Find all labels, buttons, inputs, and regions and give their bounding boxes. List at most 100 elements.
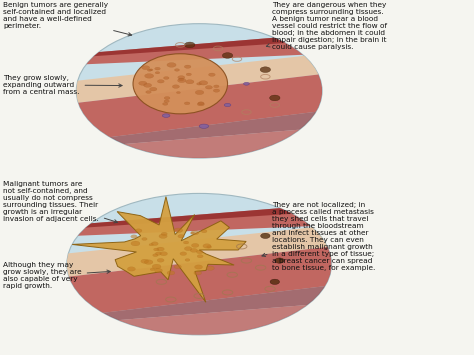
Ellipse shape xyxy=(139,81,147,85)
Ellipse shape xyxy=(183,241,189,244)
Polygon shape xyxy=(76,34,322,58)
Ellipse shape xyxy=(174,69,180,71)
Ellipse shape xyxy=(161,232,167,235)
Text: Malignant tumors are
not self-contained, and
usually do not compress
surrounding: Malignant tumors are not self-contained,… xyxy=(3,181,118,223)
Ellipse shape xyxy=(145,74,154,78)
Ellipse shape xyxy=(159,234,167,239)
Ellipse shape xyxy=(164,100,169,103)
Ellipse shape xyxy=(174,265,182,269)
Ellipse shape xyxy=(180,252,187,256)
Ellipse shape xyxy=(152,264,161,269)
Ellipse shape xyxy=(155,268,163,273)
Ellipse shape xyxy=(222,53,233,58)
Ellipse shape xyxy=(203,244,211,248)
Polygon shape xyxy=(76,74,322,141)
Ellipse shape xyxy=(128,267,136,271)
Ellipse shape xyxy=(184,42,195,48)
Ellipse shape xyxy=(186,73,191,76)
Polygon shape xyxy=(76,111,322,148)
Ellipse shape xyxy=(178,76,185,79)
Polygon shape xyxy=(76,128,322,158)
Ellipse shape xyxy=(213,89,219,92)
Ellipse shape xyxy=(184,65,191,69)
Ellipse shape xyxy=(224,103,231,106)
Ellipse shape xyxy=(197,102,204,106)
Ellipse shape xyxy=(157,80,164,83)
Ellipse shape xyxy=(160,252,167,256)
Ellipse shape xyxy=(135,229,142,233)
Ellipse shape xyxy=(206,266,214,271)
Ellipse shape xyxy=(131,241,140,246)
Ellipse shape xyxy=(154,248,159,251)
Ellipse shape xyxy=(67,193,331,335)
Ellipse shape xyxy=(167,63,176,67)
Ellipse shape xyxy=(198,102,204,105)
Ellipse shape xyxy=(186,80,194,84)
Ellipse shape xyxy=(133,54,228,114)
Ellipse shape xyxy=(76,24,322,158)
Ellipse shape xyxy=(197,83,201,85)
Ellipse shape xyxy=(153,254,158,257)
Ellipse shape xyxy=(196,250,203,254)
Ellipse shape xyxy=(178,235,184,238)
Ellipse shape xyxy=(142,237,147,240)
Ellipse shape xyxy=(155,72,160,74)
Ellipse shape xyxy=(178,78,186,83)
Ellipse shape xyxy=(147,69,152,71)
Ellipse shape xyxy=(199,81,208,85)
Ellipse shape xyxy=(260,67,271,72)
Ellipse shape xyxy=(155,67,160,70)
Ellipse shape xyxy=(270,95,280,101)
Ellipse shape xyxy=(142,66,150,70)
Ellipse shape xyxy=(197,255,203,258)
Polygon shape xyxy=(67,225,331,277)
Ellipse shape xyxy=(185,259,190,261)
Ellipse shape xyxy=(141,259,149,263)
Polygon shape xyxy=(67,303,331,335)
Ellipse shape xyxy=(270,279,280,284)
Ellipse shape xyxy=(176,92,181,94)
Ellipse shape xyxy=(163,103,168,105)
Ellipse shape xyxy=(149,69,153,71)
Ellipse shape xyxy=(191,230,199,235)
Ellipse shape xyxy=(164,77,169,80)
Ellipse shape xyxy=(205,86,212,89)
Text: Benign tumors are generally
self-contained and localized
and have a well-defined: Benign tumors are generally self-contain… xyxy=(3,2,132,36)
Text: They are dangerous when they
compress surrounding tissues.
A benign tumor near a: They are dangerous when they compress su… xyxy=(266,2,388,50)
Ellipse shape xyxy=(261,233,270,239)
Polygon shape xyxy=(76,34,322,65)
Polygon shape xyxy=(67,204,331,236)
Ellipse shape xyxy=(157,247,164,251)
Ellipse shape xyxy=(201,230,207,233)
Polygon shape xyxy=(76,54,322,103)
Ellipse shape xyxy=(184,247,192,251)
Polygon shape xyxy=(67,285,331,324)
Ellipse shape xyxy=(155,252,162,255)
Ellipse shape xyxy=(191,232,195,234)
Ellipse shape xyxy=(151,242,158,246)
Ellipse shape xyxy=(244,82,249,85)
Ellipse shape xyxy=(131,235,137,238)
Ellipse shape xyxy=(173,85,180,88)
Ellipse shape xyxy=(195,265,202,269)
Ellipse shape xyxy=(191,244,199,247)
Ellipse shape xyxy=(145,260,153,264)
Polygon shape xyxy=(67,246,331,317)
Ellipse shape xyxy=(199,124,209,129)
Ellipse shape xyxy=(167,271,175,275)
Ellipse shape xyxy=(149,244,153,246)
Ellipse shape xyxy=(149,87,157,91)
Ellipse shape xyxy=(209,73,215,76)
Ellipse shape xyxy=(162,114,170,118)
Text: Although they may
grow slowly, they are
also capable of very
rapid growth.: Although they may grow slowly, they are … xyxy=(3,262,110,289)
Text: They are not localized; in
a process called metastasis
they shed cells that trav: They are not localized; in a process cal… xyxy=(262,202,376,271)
Ellipse shape xyxy=(146,91,151,93)
Ellipse shape xyxy=(190,248,198,252)
Ellipse shape xyxy=(179,78,184,81)
Ellipse shape xyxy=(150,268,155,271)
Polygon shape xyxy=(72,197,246,302)
Polygon shape xyxy=(67,204,331,229)
Ellipse shape xyxy=(157,258,164,262)
Text: They grow slowly,
expanding outward
from a central mass.: They grow slowly, expanding outward from… xyxy=(3,75,122,95)
Ellipse shape xyxy=(194,271,201,275)
